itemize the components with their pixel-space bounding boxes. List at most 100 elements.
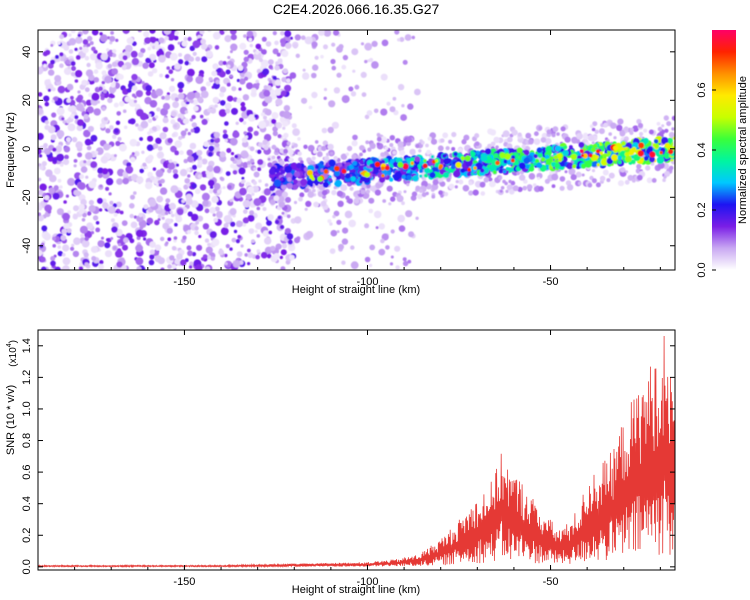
heatmap-cell <box>209 207 216 214</box>
heatmap-cell <box>638 142 645 149</box>
heatmap-cell <box>462 184 470 192</box>
heatmap-cell <box>104 75 112 84</box>
heatmap-cell <box>387 171 392 176</box>
heatmap-cell <box>280 31 285 36</box>
heatmap-cell <box>65 194 69 198</box>
heatmap-cell <box>187 155 194 163</box>
heatmap-cell <box>390 229 395 234</box>
heatmap-cell <box>366 184 371 189</box>
heatmap-cell <box>123 65 127 69</box>
heatmap-cell <box>201 56 208 63</box>
heatmap-cell <box>274 168 280 173</box>
heatmap-cell <box>77 33 82 38</box>
heatmap-cell <box>43 143 48 148</box>
heatmap-cell <box>451 147 456 151</box>
heatmap-cell <box>654 139 659 144</box>
heatmap-cell <box>42 51 49 57</box>
heatmap-cell <box>131 73 138 81</box>
heatmap-cell <box>112 134 117 139</box>
heatmap-cell <box>258 179 262 183</box>
heatmap-cell <box>498 168 504 174</box>
heatmap-cell <box>350 245 355 250</box>
heatmap-cell <box>197 160 203 166</box>
heatmap-cell <box>75 55 81 60</box>
heatmap-cell <box>355 172 360 177</box>
heatmap-cell <box>294 171 301 178</box>
heatmap-cell <box>323 30 332 37</box>
heatmap-cell <box>53 167 61 175</box>
heatmap-cell <box>147 135 154 142</box>
heatmap-cell <box>187 131 191 136</box>
heatmap-cell <box>472 189 479 196</box>
heatmap-cell <box>467 167 472 172</box>
heatmap-cell <box>97 197 103 204</box>
heatmap-cell <box>166 160 170 164</box>
heatmap-cell <box>123 125 128 130</box>
heatmap-cell <box>183 37 188 41</box>
heatmap-cell <box>154 44 161 51</box>
heatmap-cell <box>115 120 121 126</box>
heatmap-cell <box>255 43 262 50</box>
heatmap-cell <box>98 86 103 91</box>
heatmap-cell <box>333 87 341 94</box>
heatmap-cell <box>50 134 57 141</box>
heatmap-cell <box>489 180 496 188</box>
heatmap-cell <box>380 166 385 171</box>
heatmap-cell <box>184 128 188 132</box>
heatmap-cell <box>237 234 242 239</box>
heatmap-cell <box>251 239 255 244</box>
heatmap-cell <box>135 229 144 238</box>
heatmap-cell <box>83 160 87 164</box>
heatmap-cell <box>187 250 193 257</box>
heatmap-cell <box>381 159 386 164</box>
heatmap-cell <box>243 209 248 214</box>
heatmap-cell <box>376 132 381 137</box>
heatmap-cell <box>62 244 70 252</box>
heatmap-cell <box>91 30 99 36</box>
heatmap-cell <box>376 142 380 146</box>
heatmap-cell <box>351 140 358 147</box>
heatmap-cell <box>502 169 507 174</box>
heatmap-cell <box>592 121 598 127</box>
heatmap-cell <box>219 176 224 181</box>
heatmap-cell <box>473 166 477 170</box>
heatmap-cell <box>326 152 330 157</box>
heatmap-cell <box>507 136 513 143</box>
heatmap-cell <box>87 35 93 42</box>
heatmap-cell <box>83 113 89 120</box>
snr-y-tick-label: 0.4 <box>21 496 33 511</box>
heatmap-cell <box>389 135 395 141</box>
heatmap-cell <box>62 212 70 221</box>
heatmap-cell <box>54 75 62 82</box>
heatmap-cell <box>243 131 247 135</box>
heatmap-cell <box>399 150 406 156</box>
heatmap-cell <box>144 37 152 44</box>
heatmap-cell <box>662 178 666 182</box>
heatmap-cell <box>526 184 533 190</box>
heatmap-cell <box>581 154 584 158</box>
heatmap-cell <box>414 88 421 96</box>
heatmap-cell <box>334 165 340 172</box>
heatmap-cells <box>38 30 675 270</box>
heatmap-cell <box>124 44 133 53</box>
heatmap-cell <box>533 162 537 166</box>
heatmap-cell <box>624 155 632 163</box>
heatmap-cell <box>75 141 83 149</box>
heatmap-cell <box>77 152 83 158</box>
heatmap-cell <box>207 108 212 113</box>
heatmap-cell <box>109 41 113 45</box>
heatmap-cell <box>606 157 614 165</box>
heatmap-cell <box>41 161 47 167</box>
heatmap-cell <box>230 34 237 41</box>
heatmap-cell <box>195 56 201 62</box>
heatmap-cell <box>661 124 665 128</box>
heatmap-cell <box>551 133 556 138</box>
heatmap-cell <box>174 97 179 102</box>
heatmap-cell <box>126 162 132 168</box>
heatmap-cell <box>222 61 227 65</box>
heatmap-cell <box>360 189 366 195</box>
heatmap-cell <box>272 130 278 137</box>
heatmap-cell <box>143 204 149 210</box>
heatmap-cell <box>149 53 157 61</box>
heatmap-cell <box>63 146 71 153</box>
